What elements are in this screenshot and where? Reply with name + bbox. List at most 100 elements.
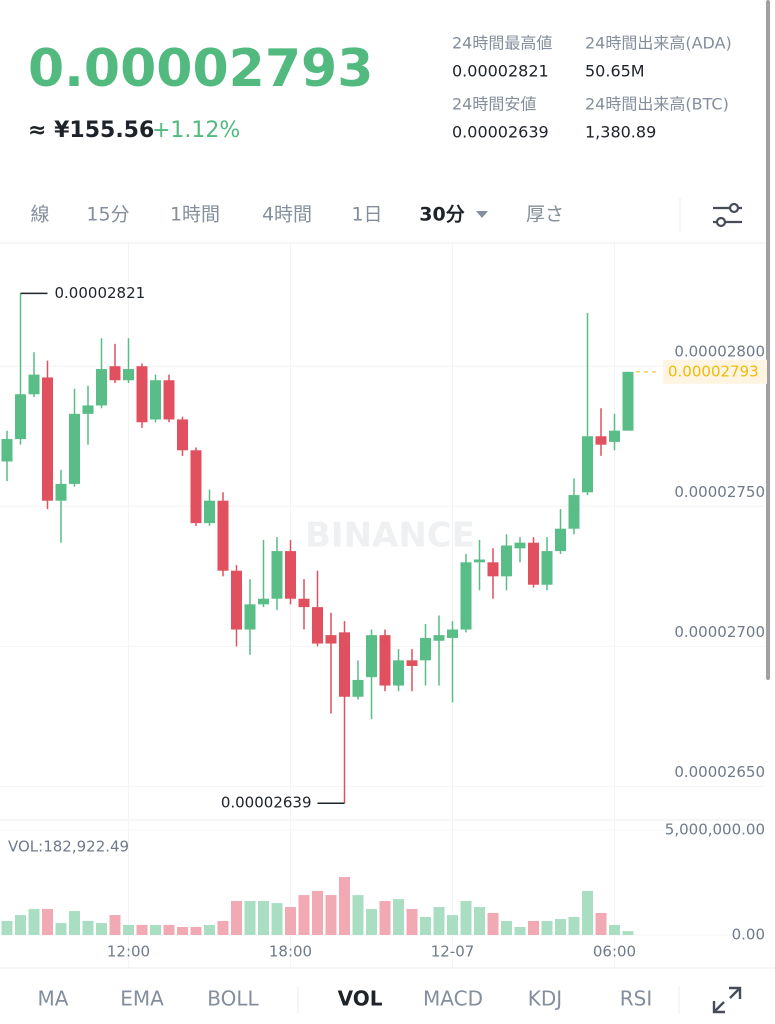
candle-body — [42, 377, 53, 501]
candle-body — [150, 380, 161, 420]
candle-body — [582, 436, 593, 493]
volume-title: VOL:182,922.49 — [8, 838, 129, 856]
watermark: BINANCE — [305, 516, 475, 556]
y-tick-label: 0.00002750 — [674, 483, 765, 501]
low-label: 0.00002639 — [221, 794, 312, 812]
volume-bar — [271, 903, 283, 935]
indicator-tab[interactable]: MA — [38, 987, 69, 1011]
candle-body — [271, 551, 283, 599]
volume-bar — [231, 900, 242, 935]
interval-tab[interactable]: 30分 — [419, 204, 464, 226]
candle-body — [366, 635, 377, 678]
interval-tab[interactable]: 厚さ — [526, 204, 564, 226]
dropdown-arrow — [476, 211, 488, 218]
volume-bar — [177, 927, 188, 935]
volume-bar — [15, 915, 26, 935]
stat-value: 0.00002821 — [452, 62, 549, 81]
volume-bar — [487, 912, 499, 935]
volume-bar — [244, 900, 256, 935]
volume-bar — [55, 923, 67, 935]
x-tick-label: 12-07 — [431, 943, 475, 961]
candle-body — [379, 635, 391, 686]
volume-bar — [298, 895, 310, 935]
candle-body — [28, 374, 40, 395]
volume-bar — [96, 923, 107, 935]
interval-tab[interactable]: 線 — [30, 204, 49, 226]
indicator-tab[interactable]: RSI — [620, 987, 653, 1011]
volume-bar — [204, 924, 215, 935]
stat-label: 24時間出来高(BTC) — [585, 95, 729, 114]
candle-body — [325, 635, 337, 644]
indicator-tab[interactable]: MACD — [423, 987, 483, 1011]
candle-body — [420, 637, 431, 661]
stat-label: 24時間安値 — [452, 95, 536, 114]
settings-icon[interactable] — [713, 202, 742, 228]
x-tick-label: 18:00 — [269, 943, 312, 961]
x-tick-label: 12:00 — [107, 943, 150, 961]
volume-bar — [474, 907, 485, 935]
candle-body — [298, 598, 310, 608]
volume-bar — [460, 900, 472, 935]
volume-bar — [190, 927, 202, 935]
volume-bar — [582, 890, 593, 935]
volume-bar — [42, 908, 53, 935]
volume-bar — [258, 900, 269, 935]
candle-body — [244, 604, 256, 630]
volume-bar — [433, 907, 445, 935]
candle-body — [595, 436, 607, 445]
volume-bar — [109, 915, 121, 935]
volume-bar — [555, 919, 566, 935]
candle-body — [231, 570, 242, 630]
volume-bar — [1, 920, 13, 935]
x-tick-label: 06:00 — [593, 943, 636, 961]
candle-body — [109, 366, 121, 381]
expand-icon[interactable] — [712, 986, 742, 1014]
volume-bar — [379, 900, 391, 935]
volume-bar — [217, 920, 229, 935]
fiat-price: ≈ ¥155.56 — [28, 118, 154, 143]
candle-body — [55, 483, 67, 501]
interval-tab[interactable]: 1時間 — [170, 204, 220, 226]
interval-tab[interactable]: 4時間 — [262, 204, 312, 226]
candle-body — [352, 679, 364, 697]
volume-bar — [514, 927, 526, 935]
candle-body — [312, 607, 323, 644]
candle-body — [339, 632, 350, 697]
candle-body — [609, 430, 620, 442]
volume-bar — [541, 920, 553, 935]
volume-bar — [609, 924, 620, 935]
volume-bar — [163, 924, 175, 935]
volume-tick-label: 5,000,000.00 — [665, 821, 765, 839]
candle-body — [447, 629, 458, 638]
candle-body — [406, 660, 418, 666]
volume-bar — [528, 920, 539, 935]
interval-tab[interactable]: 1日 — [351, 204, 382, 226]
stat-label: 24時間出来高(ADA) — [585, 34, 732, 53]
candle-body — [69, 413, 80, 484]
high-label: 0.00002821 — [55, 284, 146, 302]
volume-bar — [568, 916, 580, 935]
candle-body — [541, 551, 553, 585]
candle-body — [622, 371, 634, 431]
volume-bar — [595, 912, 607, 935]
candle-body — [82, 405, 94, 414]
volume-bar — [82, 920, 94, 935]
volume-bar — [325, 895, 337, 935]
indicator-tab[interactable]: BOLL — [207, 987, 259, 1011]
indicator-tab[interactable]: VOL — [338, 987, 383, 1011]
volume-bar — [447, 915, 458, 935]
interval-tab[interactable]: 15分 — [86, 204, 129, 226]
y-tick-label: 0.00002800 — [674, 343, 765, 361]
volume-bar — [622, 931, 634, 935]
volume-bar — [339, 877, 350, 935]
candle-body — [204, 500, 215, 524]
volume-bar — [352, 895, 364, 935]
volume-bar — [28, 908, 40, 935]
indicator-tab[interactable]: KDJ — [528, 987, 562, 1011]
volume-bar — [150, 924, 161, 935]
indicator-tab[interactable]: EMA — [120, 987, 164, 1011]
y-tick-label: 0.00002650 — [674, 763, 765, 781]
volume-bar — [136, 924, 148, 935]
volume-bar — [420, 916, 431, 935]
